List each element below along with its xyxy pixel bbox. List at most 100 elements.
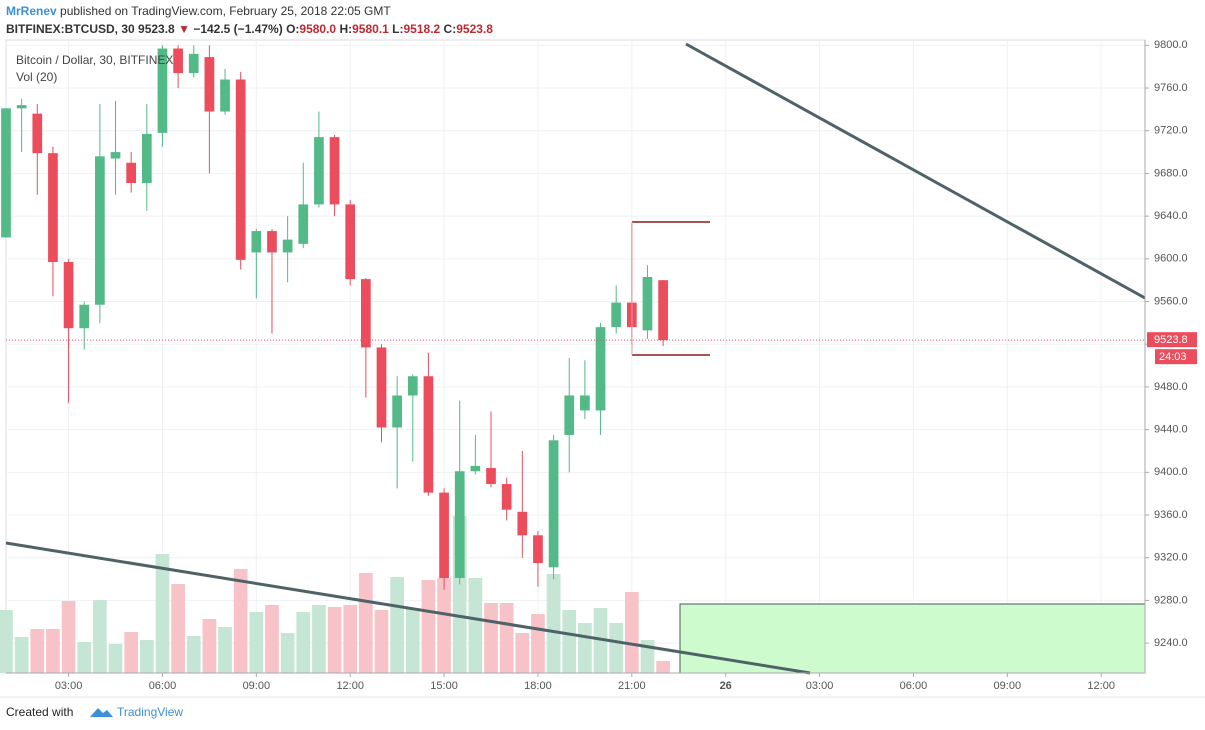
price: 9523.8 <box>138 22 175 36</box>
volume-bar <box>233 569 248 673</box>
volume-bar <box>484 603 498 673</box>
legend-volume: Vol (20) <box>16 70 57 84</box>
candle-body <box>548 440 559 568</box>
candle-body <box>63 262 74 329</box>
y-tick-label: 9560.0 <box>1154 295 1188 307</box>
y-tick-label: 9800.0 <box>1154 39 1188 51</box>
candle-body <box>251 231 262 253</box>
y-tick-label: 9480.0 <box>1154 381 1188 393</box>
countdown: 24:03 <box>1159 351 1187 363</box>
candle-body <box>110 152 121 159</box>
last-price-tag <box>1147 332 1197 348</box>
candle-body <box>470 465 481 472</box>
trend-line <box>685 42 1146 300</box>
candle-body <box>141 133 152 184</box>
y-tick-label: 9320.0 <box>1154 552 1188 564</box>
trend-line <box>5 541 811 675</box>
candle-body <box>580 395 590 411</box>
candle-body <box>611 302 622 328</box>
high: 9580.1 <box>352 22 389 36</box>
pane <box>5 39 1146 674</box>
y-tick-label: 9640.0 <box>1154 210 1188 222</box>
volume-bar <box>61 601 76 673</box>
volume-bar <box>499 603 514 673</box>
x-tick-label: 15:00 <box>430 680 458 692</box>
h-label: H: <box>339 22 353 36</box>
candle-body <box>95 156 105 305</box>
volume-bar <box>546 574 561 673</box>
arrow: ▼ <box>178 22 190 36</box>
candle-body <box>126 162 137 184</box>
x-tick-label: 06:00 <box>149 680 177 692</box>
candle-body <box>204 57 215 112</box>
volume-bar <box>609 623 624 673</box>
o-label: O: <box>286 22 300 36</box>
volume-bar <box>390 577 404 673</box>
volume-bar <box>562 610 577 673</box>
volume-bar <box>155 554 170 673</box>
volume-bar <box>46 629 60 673</box>
author[interactable]: MrRenev <box>6 4 57 18</box>
volume-bar <box>343 605 358 673</box>
volume-bar <box>312 605 326 673</box>
volume-bar <box>108 644 123 673</box>
candle-body <box>564 395 575 435</box>
candle-body <box>48 153 58 263</box>
y-tick-label: 9400.0 <box>1154 466 1188 478</box>
volume-bar <box>296 612 311 673</box>
volume-bar <box>0 610 13 673</box>
volume-bar <box>578 623 592 673</box>
candle-body <box>439 492 449 578</box>
symbol: BITFINEX:BTCUSD, 30 <box>6 22 135 36</box>
close: 9523.8 <box>456 22 493 36</box>
x-tick-label: 09:00 <box>994 680 1022 692</box>
candle-body <box>267 231 277 253</box>
candle-body <box>392 395 402 428</box>
volume-bar <box>93 600 107 673</box>
candle-body <box>345 204 356 280</box>
volume-bar <box>515 633 530 673</box>
volume-bar <box>124 632 139 673</box>
x-tick-label: 09:00 <box>243 680 271 692</box>
candle-body <box>314 137 324 205</box>
y-tick-label: 9240.0 <box>1154 637 1188 649</box>
y-tick-label: 9360.0 <box>1154 509 1188 521</box>
y-tick-label: 9680.0 <box>1154 167 1188 179</box>
x-tick-label: 21:00 <box>618 680 646 692</box>
volume-bar <box>327 607 342 673</box>
candle-body <box>16 105 27 109</box>
brand[interactable]: TradingView <box>117 705 183 719</box>
y-tick-label: 9760.0 <box>1154 82 1188 94</box>
candle-body <box>79 304 90 329</box>
low: 9518.2 <box>403 22 441 36</box>
volume-bar <box>218 627 232 673</box>
countdown-tag <box>1155 349 1197 365</box>
volume-bar <box>531 614 545 673</box>
candle-body <box>32 113 43 154</box>
candle-body <box>658 280 668 341</box>
candle-body <box>501 484 512 510</box>
candle-body <box>157 48 168 133</box>
candle-body <box>360 279 371 348</box>
published: published on TradingView.com, February 2… <box>60 4 391 18</box>
legend-symbol: Bitcoin / Dollar, 30, BITFINEX <box>16 53 173 67</box>
volume-bar <box>202 619 217 673</box>
candle-body <box>173 48 183 74</box>
candle-body <box>454 471 465 578</box>
candle-body <box>642 276 653 331</box>
last-price-label: 9523.8 <box>1154 334 1188 346</box>
volume-bar <box>186 636 201 673</box>
x-tick-label: 03:00 <box>55 680 83 692</box>
volume-bar <box>77 642 92 673</box>
candle-body <box>376 347 387 428</box>
volume-bar <box>30 629 45 673</box>
axes: 9240.0 9280.0 9320.0 9360.0 9400.0 9440.0 9480… <box>55 39 1188 692</box>
x-tick-label: 12:00 <box>1087 680 1115 692</box>
candle-body <box>407 376 418 396</box>
candle-body <box>533 535 543 564</box>
volume-bar <box>358 573 373 673</box>
y-tick-label: 9600.0 <box>1154 253 1188 265</box>
y-tick-label: 9440.0 <box>1154 424 1188 436</box>
change: −142.5 (−1.47%) <box>193 22 283 36</box>
volume-bar <box>280 633 295 673</box>
